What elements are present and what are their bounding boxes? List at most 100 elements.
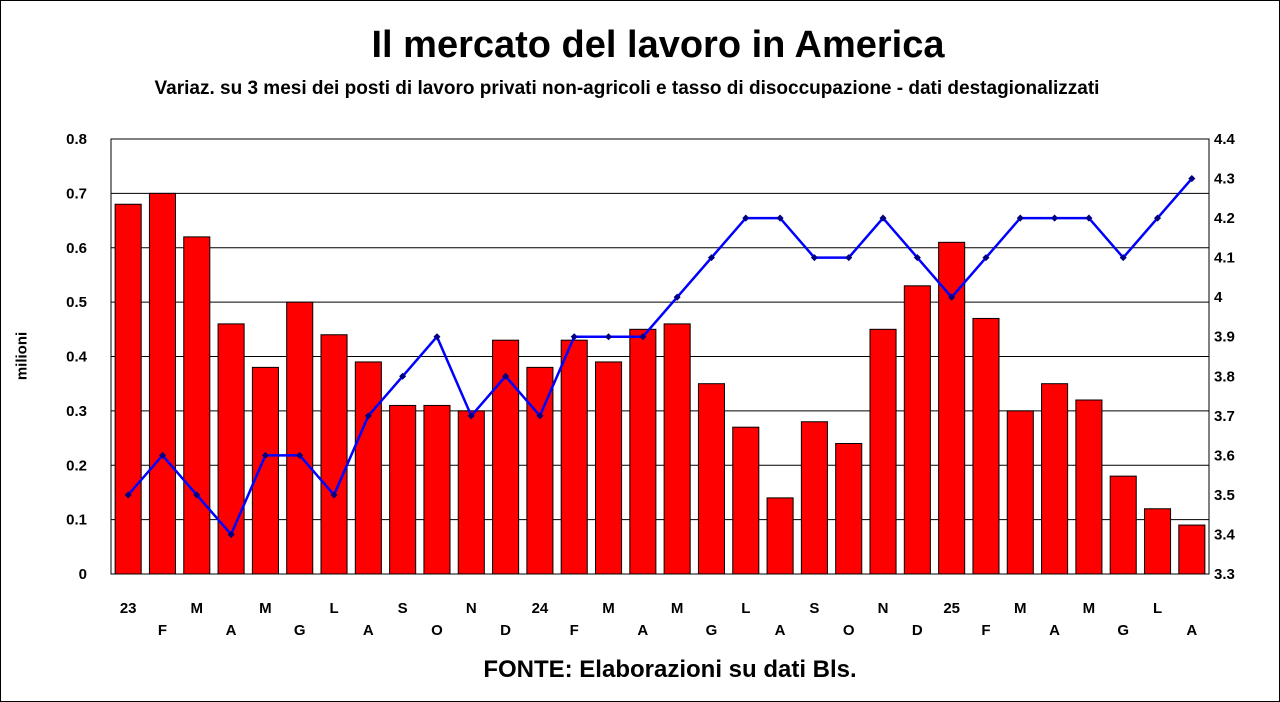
line-marker xyxy=(536,412,544,420)
y2-tick-label: 3.8 xyxy=(1214,368,1235,385)
y2-tick-label: 3.5 xyxy=(1214,487,1235,504)
bar xyxy=(526,366,554,575)
x-tick-label: A xyxy=(1049,622,1060,639)
bar xyxy=(594,361,623,575)
line-marker xyxy=(879,214,887,222)
y2-tick-label: 4.4 xyxy=(1214,131,1236,148)
y-tick-label: 0.4 xyxy=(66,349,88,366)
x-tick-label: D xyxy=(500,622,511,639)
line-marker xyxy=(399,372,407,380)
bar xyxy=(1109,475,1137,575)
x-tick-label: M xyxy=(1083,600,1096,617)
x-tick-label: O xyxy=(431,622,443,639)
line-marker xyxy=(673,293,681,301)
x-tick-label: M xyxy=(602,600,615,617)
bar xyxy=(1075,399,1103,575)
y2-tick-label: 4.1 xyxy=(1214,250,1235,267)
line-marker xyxy=(124,491,132,499)
x-tick-label: G xyxy=(294,622,306,639)
y2-tick-label: 3.7 xyxy=(1214,408,1235,425)
y-tick-label: 0.1 xyxy=(66,512,87,529)
x-tick-label: M xyxy=(259,600,272,617)
y-tick-label: 0 xyxy=(79,566,87,583)
line-marker xyxy=(467,412,475,420)
y-tick-label: 0.8 xyxy=(66,131,87,148)
y-tick-label: 0.6 xyxy=(66,240,87,257)
bar xyxy=(972,317,1000,575)
y-tick-label: 0.2 xyxy=(66,457,87,474)
x-tick-label: S xyxy=(398,600,408,617)
y-tick-label: 0.3 xyxy=(66,403,87,420)
line-marker xyxy=(707,254,716,262)
x-tick-label: F xyxy=(981,622,990,639)
bar xyxy=(663,323,691,575)
y2-tick-label: 4.3 xyxy=(1214,171,1235,188)
x-tick-label: O xyxy=(843,622,855,639)
bar xyxy=(457,410,485,575)
x-tick-label: N xyxy=(466,600,477,617)
line-marker xyxy=(502,372,510,380)
line-marker xyxy=(845,254,853,262)
line-marker xyxy=(570,333,578,341)
x-tick-label: A xyxy=(775,622,786,639)
bar xyxy=(1041,383,1069,575)
line-marker xyxy=(982,254,990,262)
chart-subtitle: Variaz. su 3 mesi dei posti di lavoro pr… xyxy=(154,78,1100,99)
y2-tick-label: 3.6 xyxy=(1214,447,1235,464)
x-tick-label: 25 xyxy=(943,600,960,617)
bar xyxy=(320,334,348,575)
bar xyxy=(800,421,828,575)
x-tick-label: M xyxy=(1014,600,1027,617)
bar xyxy=(629,328,657,575)
x-tick-label: D xyxy=(912,622,923,639)
x-tick-label: A xyxy=(226,622,237,639)
bar xyxy=(148,192,177,575)
x-tick-label: A xyxy=(363,622,374,639)
bar xyxy=(869,328,897,575)
bar xyxy=(835,443,863,575)
chart-source: FONTE: Elaborazioni su dati Bls. xyxy=(483,656,857,683)
line-marker xyxy=(261,451,269,459)
x-tick-label: L xyxy=(1153,600,1162,617)
x-tick-label: M xyxy=(191,600,204,617)
unemployment-line xyxy=(127,177,1193,537)
bar xyxy=(114,203,142,575)
x-tick-label: L xyxy=(741,600,750,617)
bar xyxy=(766,497,794,575)
bar xyxy=(1006,410,1034,575)
line-marker xyxy=(433,333,441,341)
plot-border xyxy=(110,138,1210,575)
x-tick-label: 24 xyxy=(532,600,549,617)
bar xyxy=(354,361,382,575)
bar xyxy=(251,366,279,575)
bar xyxy=(732,426,760,575)
y2-tick-label: 3.3 xyxy=(1214,566,1235,583)
y2-tick-label: 4 xyxy=(1214,289,1223,306)
line-marker xyxy=(227,530,235,538)
x-tick-label: L xyxy=(329,600,338,617)
chart-title: Il mercato del lavoro in America xyxy=(371,24,945,66)
bar xyxy=(389,404,417,575)
line-marker xyxy=(639,333,647,341)
x-tick-label: F xyxy=(570,622,579,639)
line-marker xyxy=(913,254,921,262)
x-tick-label: A xyxy=(637,622,648,639)
line-marker xyxy=(364,412,372,420)
line-marker xyxy=(810,254,818,262)
x-tick-label: A xyxy=(1186,622,1197,639)
line-marker xyxy=(1016,214,1024,222)
line-marker xyxy=(742,214,750,222)
line-marker xyxy=(604,333,613,341)
y-tick-label: 0.5 xyxy=(66,294,87,311)
bar xyxy=(1143,508,1172,575)
line-marker xyxy=(330,491,338,499)
line-marker xyxy=(296,451,304,459)
line-marker xyxy=(158,451,167,459)
x-tick-label: G xyxy=(1117,622,1129,639)
line-marker xyxy=(776,214,784,222)
bar xyxy=(903,285,931,575)
y2-tick-label: 3.4 xyxy=(1214,526,1236,543)
x-tick-label: M xyxy=(671,600,684,617)
x-tick-label: 23 xyxy=(120,600,137,617)
